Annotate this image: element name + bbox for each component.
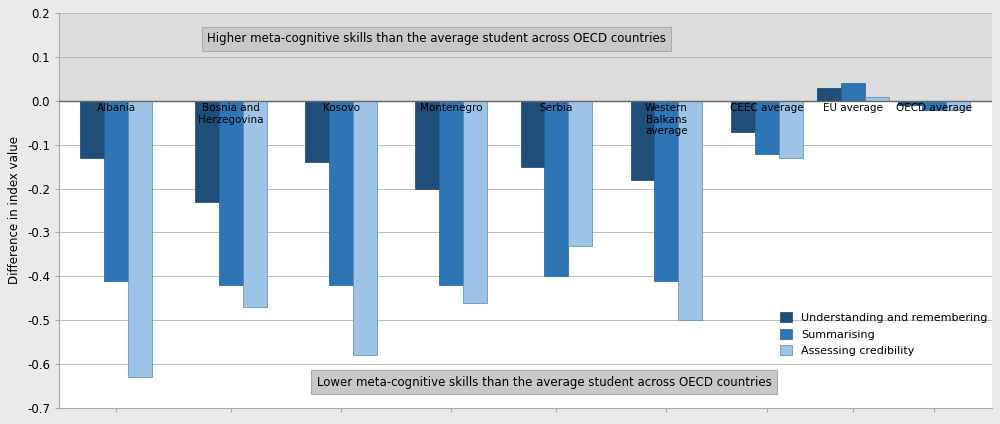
Bar — [243, 101, 267, 307]
Bar — [104, 101, 128, 281]
Bar — [305, 101, 329, 162]
Text: Serbia: Serbia — [540, 103, 573, 113]
Text: Bosnia and
Herzegovina: Bosnia and Herzegovina — [198, 103, 264, 125]
Bar — [521, 101, 544, 167]
Text: Western
Balkans
average: Western Balkans average — [645, 103, 688, 137]
Bar — [678, 101, 702, 320]
Bar — [779, 101, 803, 158]
Text: CEEC average: CEEC average — [730, 103, 804, 113]
Bar — [128, 101, 152, 377]
Bar — [329, 101, 353, 285]
Bar — [654, 101, 678, 281]
Legend: Understanding and remembering, Summarising, Assessing credibility: Understanding and remembering, Summarisi… — [775, 308, 992, 360]
Text: Higher meta-cognitive skills than the average student across OECD countries: Higher meta-cognitive skills than the av… — [207, 33, 666, 45]
Bar — [631, 101, 654, 180]
Bar — [922, 101, 946, 110]
Bar — [946, 101, 970, 110]
Bar — [415, 101, 439, 189]
Text: Montenegro: Montenegro — [420, 103, 482, 113]
Bar — [353, 101, 377, 355]
Text: Lower meta-cognitive skills than the average student across OECD countries: Lower meta-cognitive skills than the ave… — [317, 376, 771, 388]
Bar — [755, 101, 779, 153]
Bar — [731, 101, 755, 131]
Text: EU average: EU average — [823, 103, 883, 113]
Bar — [865, 97, 889, 101]
Y-axis label: Difference in index value: Difference in index value — [8, 137, 21, 285]
Bar — [219, 101, 243, 285]
Bar — [195, 101, 219, 202]
Bar — [463, 101, 487, 302]
Bar — [59, 13, 992, 101]
Bar — [439, 101, 463, 285]
Bar — [544, 101, 568, 276]
Bar — [80, 101, 104, 158]
Bar — [841, 84, 865, 101]
Bar — [817, 88, 841, 101]
Text: Kosovo: Kosovo — [323, 103, 360, 113]
Bar — [568, 101, 592, 245]
Text: OECD average: OECD average — [896, 103, 972, 113]
Text: Albania: Albania — [97, 103, 136, 113]
Bar — [898, 101, 922, 105]
